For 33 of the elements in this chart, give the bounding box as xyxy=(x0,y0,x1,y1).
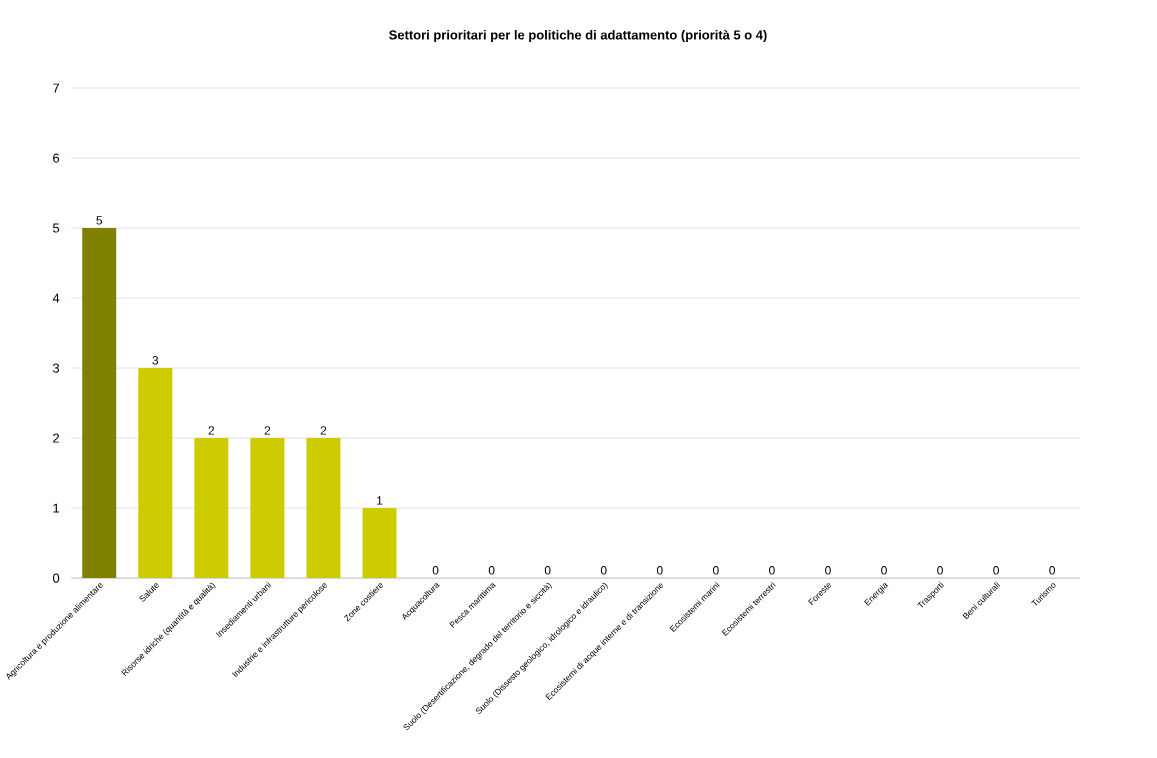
data-label: 5 xyxy=(96,216,103,225)
y-tick-label: 5 xyxy=(52,223,60,233)
data-label: 0 xyxy=(881,566,887,575)
data-label: 1 xyxy=(377,496,383,505)
y-tick-label: 7 xyxy=(53,83,60,93)
data-label: 0 xyxy=(769,566,775,575)
bar xyxy=(362,508,397,579)
data-label: 2 xyxy=(320,426,327,435)
y-tick-label: 1 xyxy=(53,503,60,513)
data-label: 0 xyxy=(488,566,495,575)
data-label: 0 xyxy=(993,566,999,575)
bar xyxy=(250,438,285,579)
data-label: 0 xyxy=(600,566,607,575)
data-label: 2 xyxy=(264,426,271,435)
bar xyxy=(306,438,341,579)
data-label: 2 xyxy=(208,426,215,435)
data-label: 0 xyxy=(544,566,551,575)
data-label: 0 xyxy=(937,566,943,575)
bar xyxy=(82,228,117,579)
y-tick-label: 4 xyxy=(52,293,60,303)
y-tick-label: 2 xyxy=(53,433,60,443)
data-label: 0 xyxy=(432,566,439,575)
y-tick-label: 3 xyxy=(52,363,60,373)
y-tick-label: 0 xyxy=(52,573,60,583)
data-label: 3 xyxy=(152,356,159,365)
data-label: 0 xyxy=(1049,566,1056,575)
data-label: 0 xyxy=(825,566,831,575)
bar xyxy=(138,368,173,579)
chart-title: Settori prioritari per le politiche di adattamento (priorità 5 o 4) xyxy=(389,29,767,43)
data-label: 0 xyxy=(712,566,719,575)
bar xyxy=(194,438,229,579)
data-label: 0 xyxy=(656,566,663,575)
y-tick-label: 6 xyxy=(53,153,60,163)
